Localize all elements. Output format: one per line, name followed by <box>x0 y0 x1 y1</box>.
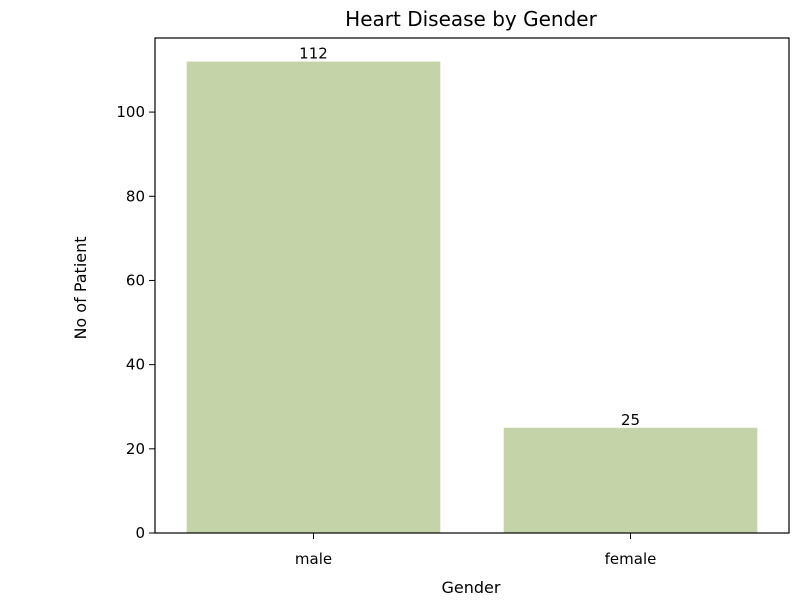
data-label-male: 112 <box>299 45 328 63</box>
x-tick-label-male: male <box>295 550 332 568</box>
plot-frame <box>154 37 790 534</box>
y-tick-label: 80 <box>126 187 145 205</box>
y-tick-label: 100 <box>116 103 145 121</box>
data-labels: 112 25 <box>299 45 640 429</box>
y-tick-label: 20 <box>126 440 145 458</box>
chart-title: Heart Disease by Gender <box>345 7 597 31</box>
x-axis-label: Gender <box>442 578 501 597</box>
bars <box>186 61 758 533</box>
y-axis-ticks: 0 20 40 60 80 100 <box>116 103 155 542</box>
y-tick-label: 40 <box>126 356 145 374</box>
bar-female <box>503 427 758 533</box>
x-tick-label-female: female <box>605 550 657 568</box>
y-tick-label: 60 <box>126 271 145 289</box>
y-tick-label: 0 <box>135 524 145 542</box>
data-label-female: 25 <box>621 411 640 429</box>
x-axis-ticks: male female <box>295 533 656 568</box>
bar-male <box>186 61 441 533</box>
y-axis-label: No of Patient <box>71 236 90 339</box>
